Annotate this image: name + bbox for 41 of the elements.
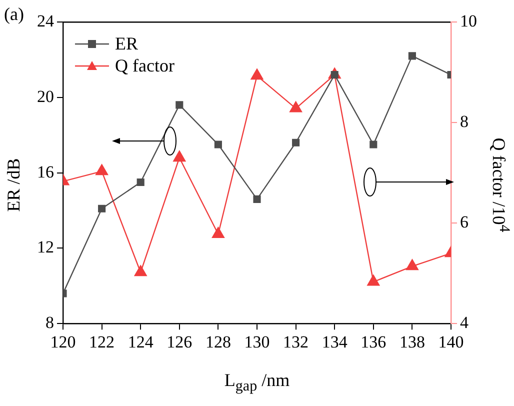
legend-label: Q factor (115, 56, 174, 76)
y-tick-label: 20 (37, 86, 54, 106)
point (250, 68, 264, 80)
x-tick-label: 126 (166, 332, 192, 352)
legend-label: ER (115, 34, 138, 54)
text: (a) (4, 4, 24, 25)
x-tick-label: 130 (244, 332, 270, 352)
point (253, 195, 261, 203)
x-tick-label: 124 (128, 332, 154, 352)
x-tick-label: 128 (205, 332, 231, 352)
x-tick-label: 132 (283, 332, 309, 352)
x-tick-label: 140 (438, 332, 464, 352)
point (292, 138, 300, 146)
x-tick-label: 120 (50, 332, 76, 352)
point (136, 178, 144, 186)
point (98, 204, 106, 212)
y-tick-label: 12 (37, 238, 54, 257)
point (96, 164, 108, 176)
point (370, 140, 378, 148)
y2-tick-label: 6 (460, 212, 468, 232)
x-tick-label: 136 (360, 332, 386, 352)
point (214, 140, 222, 148)
point (408, 52, 416, 60)
x-tick-label: 138 (399, 332, 425, 352)
point (212, 227, 224, 238)
y-tick-label: 24 (37, 11, 54, 30)
point (176, 101, 184, 109)
x-tick-label: 122 (89, 332, 115, 352)
y-axis-title: ER /dB (4, 158, 24, 212)
x-tick-label: 134 (322, 332, 348, 352)
y2-tick-label: 8 (460, 112, 468, 131)
point (406, 259, 418, 270)
y-tick-label: 16 (37, 162, 54, 182)
y2-tick-label: 4 (460, 313, 469, 332)
point (134, 265, 147, 276)
point (173, 150, 186, 162)
point (290, 101, 302, 112)
y2-tick-label: 10 (460, 11, 477, 30)
x-axis-title: L$_{gap}$ /nm (223, 370, 291, 396)
point (367, 274, 380, 286)
y-tick-label: 8 (46, 313, 54, 332)
